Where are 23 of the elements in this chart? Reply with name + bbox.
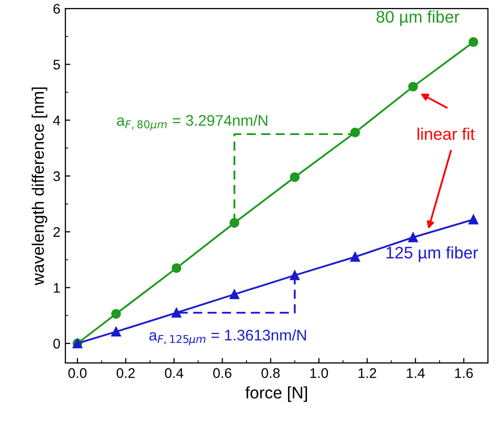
series-label: 125 µm fiber (386, 246, 478, 262)
x-tick-label: 0.8 (262, 368, 280, 378)
x-tick-label: 1.6 (455, 368, 473, 378)
annotation: linear fit (418, 128, 475, 140)
x-tick-label: 0.4 (164, 368, 184, 378)
annotation: a$_{F,125µm}$ = 1.3613nm/N (149, 329, 306, 346)
y-tick-label: 5 (53, 60, 60, 70)
x-tick-label: 0.2 (116, 368, 135, 378)
x-tick-label: 0.0 (68, 368, 87, 378)
x-tick-label: 1.2 (358, 368, 376, 378)
y-tick-label: 1 (54, 283, 60, 293)
annotation: a$_{F,80µm}$ = 3.2974nm/N (116, 114, 268, 130)
y-tick-label: 4 (53, 116, 60, 126)
y-tick-label: 0 (53, 338, 60, 349)
y-tick-label: 2 (54, 227, 60, 237)
x-tick-label: 0.6 (213, 368, 232, 378)
x-tick-label: 1.0 (310, 368, 328, 378)
series-label: 80 µm fiber (376, 10, 460, 26)
x-tick-label: 1.4 (406, 368, 425, 378)
y-tick-label: 3 (53, 171, 60, 182)
y-tick-label: 6 (54, 4, 60, 14)
y-axis-title: wavelength difference [nm] (32, 87, 48, 286)
x-axis-title: force [N] (245, 386, 307, 402)
